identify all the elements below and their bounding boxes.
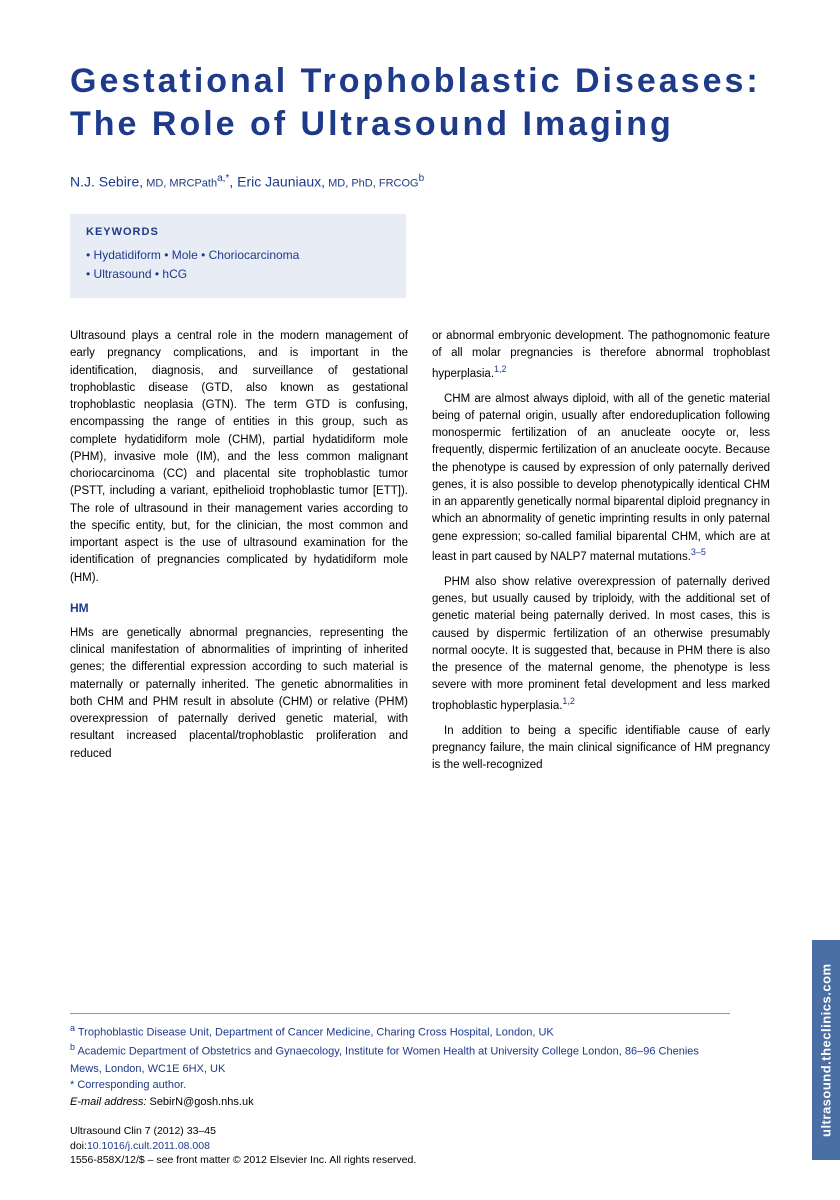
journal-citation: Ultrasound Clin 7 (2012) 33–45 [70, 1124, 730, 1139]
left-column: Ultrasound plays a central role in the m… [70, 328, 408, 782]
author-2-credentials: MD, PhD, FRCOG [325, 178, 419, 190]
body-columns: Ultrasound plays a central role in the m… [70, 328, 770, 782]
corresponding-author: * Corresponding author. [70, 1077, 730, 1094]
keywords-list: • Hydatidiform • Mole • Choriocarcinoma … [86, 246, 390, 284]
author-separator: , [229, 174, 237, 190]
citation-ref: 1,2 [562, 696, 575, 706]
right-column: or abnormal embryonic development. The p… [432, 328, 770, 782]
affiliation-a: a Trophoblastic Disease Unit, Department… [70, 1022, 730, 1041]
citation-ref: 1,2 [494, 364, 507, 374]
citation-ref: 3–5 [691, 547, 706, 557]
author-1-credentials: MD, MRCPath [143, 178, 217, 190]
keywords-line-1: • Hydatidiform • Mole • Choriocarcinoma [86, 246, 390, 265]
article-title: Gestational Trophoblastic Diseases: The … [70, 60, 770, 145]
doi-link[interactable]: 10.1016/j.cult.2011.08.008 [87, 1140, 210, 1152]
author-line: N.J. Sebire, MD, MRCPatha,*, Eric Jaunia… [70, 173, 770, 190]
right-paragraph-3: PHM also show relative overexpression of… [432, 574, 770, 715]
keywords-line-2: • Ultrasound • hCG [86, 265, 390, 284]
email-line: E-mail address: SebirN@gosh.nhs.uk [70, 1094, 730, 1111]
copyright-line: 1556-858X/12/$ – see front matter © 2012… [70, 1153, 730, 1168]
website-side-tab[interactable]: ultrasound.theclinics.com [812, 940, 840, 1160]
hm-paragraph-1: HMs are genetically abnormal pregnancies… [70, 625, 408, 763]
email-address[interactable]: SebirN@gosh.nhs.uk [146, 1096, 253, 1108]
footer-block: Ultrasound Clin 7 (2012) 33–45 doi:10.10… [70, 1124, 730, 1168]
author-2-name: Eric Jauniaux, [237, 174, 325, 190]
right-paragraph-4: In addition to being a specific identifi… [432, 723, 770, 775]
right-paragraph-2: CHM are almost always diploid, with all … [432, 391, 770, 566]
keywords-box: KEYWORDS • Hydatidiform • Mole • Chorioc… [70, 214, 406, 298]
affiliation-b: b Academic Department of Obstetrics and … [70, 1041, 730, 1077]
affiliations-block: a Trophoblastic Disease Unit, Department… [70, 1013, 730, 1110]
right-paragraph-1: or abnormal embryonic development. The p… [432, 328, 770, 383]
author-2-affil-marker: b [419, 173, 425, 184]
keywords-label: KEYWORDS [86, 226, 390, 238]
section-heading-hm: HM [70, 599, 408, 617]
author-1-name: N.J. Sebire, [70, 174, 143, 190]
intro-paragraph: Ultrasound plays a central role in the m… [70, 328, 408, 587]
doi-line: doi:10.1016/j.cult.2011.08.008 [70, 1139, 730, 1154]
email-label: E-mail address: [70, 1096, 146, 1108]
author-1-affil-marker: a,* [217, 173, 229, 184]
